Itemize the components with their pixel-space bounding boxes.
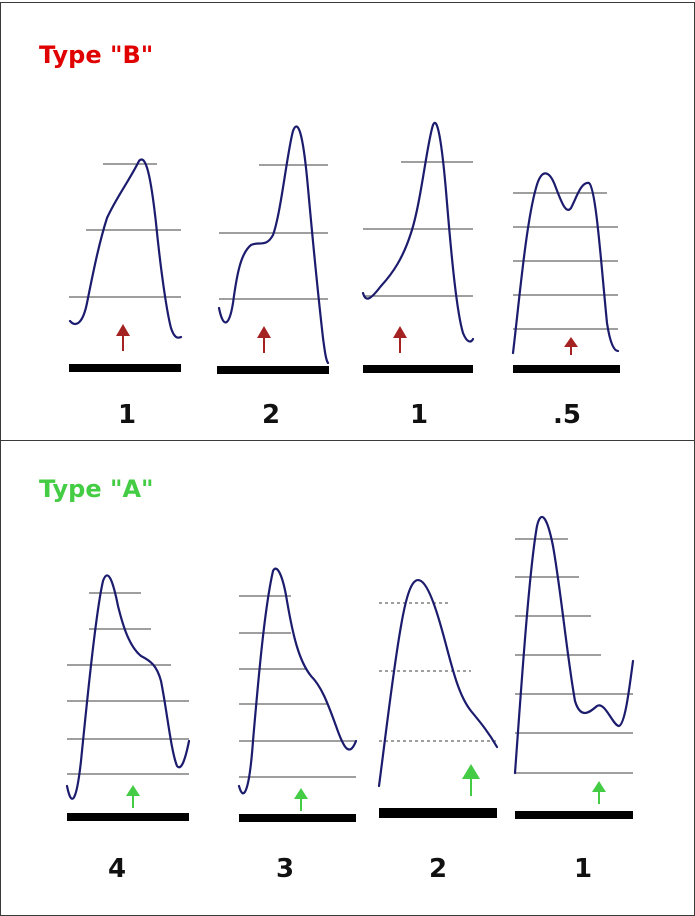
value-a1: 4 — [107, 854, 127, 884]
baseline-a2 — [239, 814, 356, 822]
arrow-b3 — [393, 326, 407, 353]
baseline-b3 — [363, 365, 473, 373]
type-a-waveforms — [65, 515, 635, 822]
arrow-b2 — [257, 326, 271, 353]
value-a2: 3 — [275, 854, 295, 884]
value-b3: 1 — [409, 400, 429, 430]
waveform-a4 — [513, 515, 635, 819]
arrow-a4 — [592, 781, 606, 804]
waveform-b3 — [361, 121, 475, 373]
value-b4: .5 — [553, 400, 581, 430]
type-b-panel: Type "B" — [0, 2, 695, 442]
value-a4: 1 — [573, 854, 593, 884]
waveform-b2 — [217, 125, 330, 374]
arrow-a3 — [462, 764, 480, 796]
value-a3: 2 — [428, 854, 448, 884]
waveform-a3 — [377, 579, 499, 818]
arrow-b1 — [116, 324, 130, 351]
value-b2: 2 — [261, 400, 281, 430]
type-a-panel: Type "A" — [0, 440, 695, 916]
arrow-a1 — [126, 785, 140, 808]
waveform-a1 — [65, 574, 191, 821]
baseline-a1 — [67, 813, 189, 821]
baseline-a3 — [379, 808, 497, 818]
waveform-b1 — [68, 158, 183, 372]
type-b-title: Type "B" — [39, 41, 154, 69]
type-b-waveforms — [68, 121, 620, 374]
baseline-b1 — [69, 364, 181, 372]
baseline-b2 — [217, 366, 329, 374]
waveform-b4 — [511, 172, 620, 373]
arrow-a2 — [294, 788, 308, 811]
type-a-title: Type "A" — [39, 475, 154, 503]
baseline-b4 — [513, 365, 620, 373]
baseline-a4 — [515, 811, 633, 819]
arrow-b4 — [564, 337, 578, 355]
waveform-a2 — [237, 567, 358, 822]
value-b1: 1 — [117, 400, 137, 430]
